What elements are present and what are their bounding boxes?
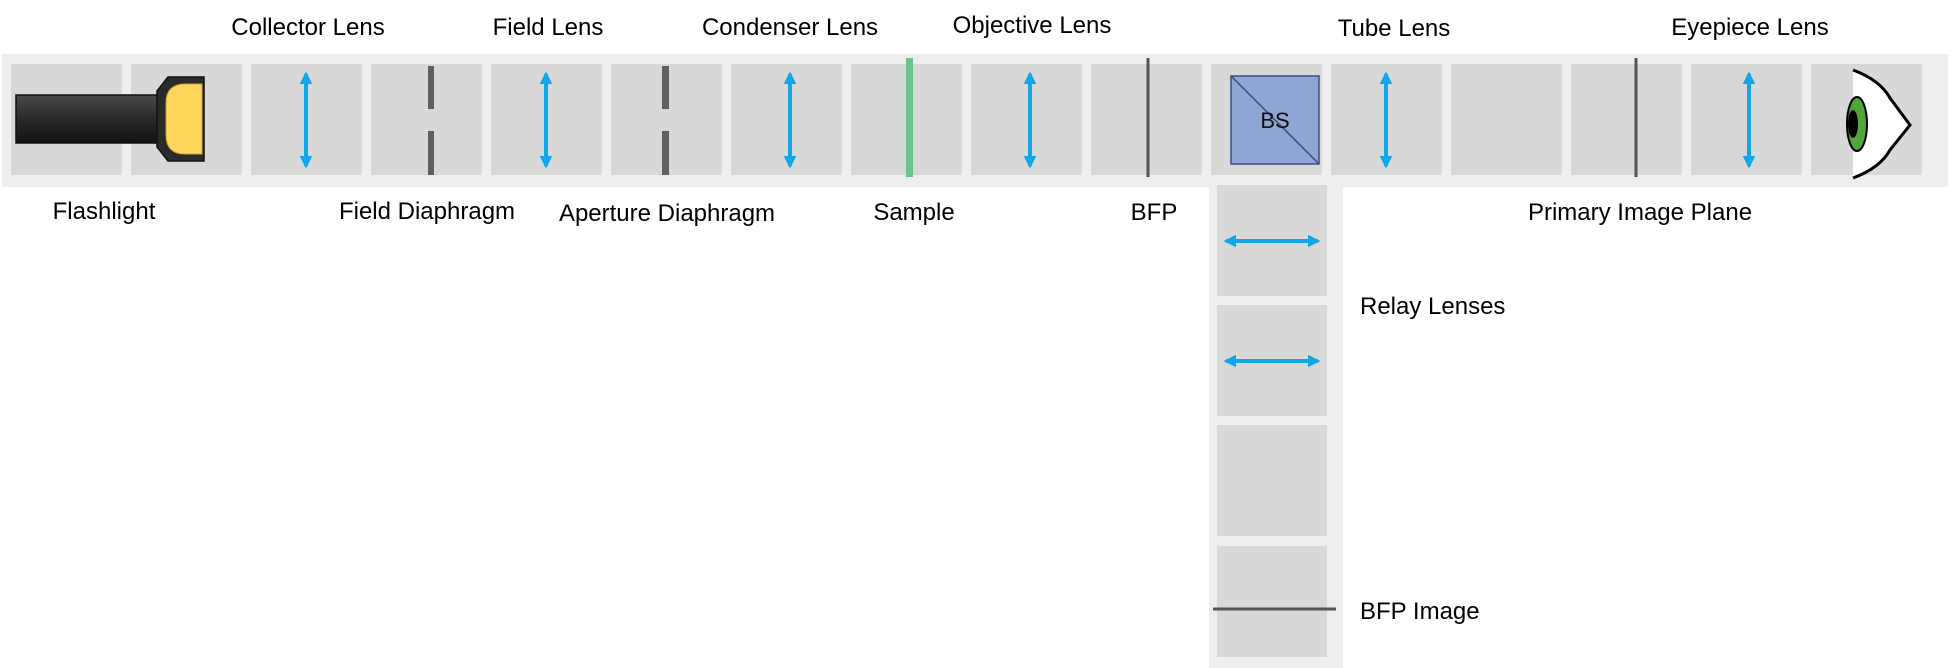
eye-icon (1846, 68, 1912, 180)
primary-image-plane-label: Primary Image Plane (1528, 199, 1752, 226)
field-lens-label: Field Lens (493, 14, 604, 41)
condenser-lens-label: Condenser Lens (702, 14, 878, 41)
beam-splitter-icon: BS (1230, 75, 1320, 165)
bfp-image-label: BFP Image (1360, 598, 1480, 625)
flashlight-icon (15, 76, 205, 162)
tube-lens-label: Tube Lens (1338, 15, 1451, 42)
sample-slide-icon (906, 58, 913, 177)
flashlight-label: Flashlight (53, 198, 156, 225)
cell-empty (1451, 64, 1562, 175)
beam-splitter-label: BS (1260, 108, 1289, 133)
cell-relay-empty (1217, 425, 1327, 536)
field-diaphragm-label: Field Diaphragm (339, 198, 515, 225)
eyepiece-lens-label: Eyepiece Lens (1671, 14, 1828, 41)
cell-eyepiece-lens (1691, 64, 1802, 175)
cell-objective-lens (971, 64, 1082, 175)
sample-label: Sample (873, 199, 954, 226)
aperture-diaphragm-label: Aperture Diaphragm (559, 200, 775, 227)
cell-primary-image-plane (1571, 64, 1682, 175)
relay-lenses-label: Relay Lenses (1360, 293, 1505, 320)
objective-lens-label: Objective Lens (953, 12, 1112, 39)
cell-field-diaphragm (371, 64, 482, 175)
bfp-label: BFP (1131, 199, 1178, 226)
cell-condenser-lens (731, 64, 842, 175)
field-diaphragm-icon (428, 66, 434, 175)
cell-bfp-image (1217, 546, 1327, 657)
aperture-diaphragm-icon (662, 66, 669, 175)
collector-lens-label: Collector Lens (231, 14, 384, 41)
